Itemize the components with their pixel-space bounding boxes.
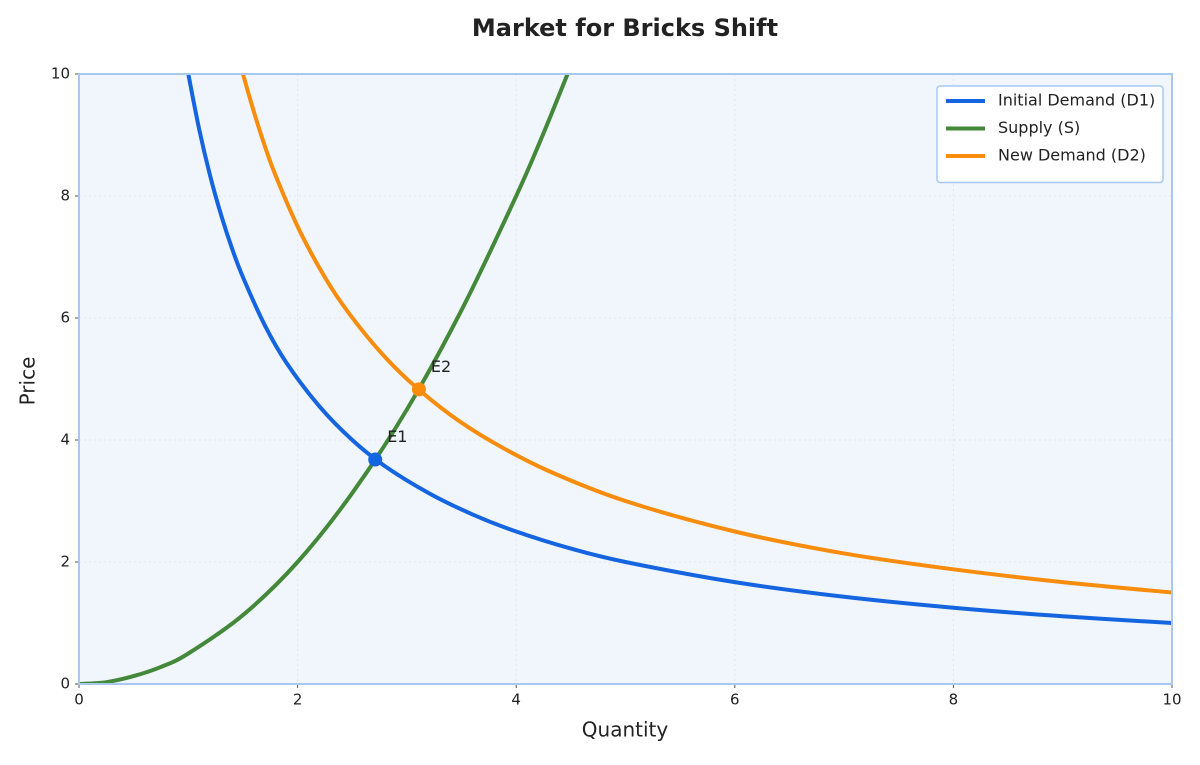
x-tick-label: 6: [730, 691, 740, 709]
legend-label: Initial Demand (D1): [998, 91, 1155, 110]
x-tick-label: 8: [949, 691, 959, 709]
point-label: E2: [431, 357, 451, 376]
y-tick-label: 4: [60, 431, 70, 449]
line-series: [186, 74, 1172, 625]
y-tick-label: 8: [60, 187, 70, 205]
line-series: [241, 74, 1172, 595]
y-axis-label: Price: [16, 357, 40, 406]
x-axis-label: Quantity: [582, 718, 669, 742]
x-tick-label: 2: [293, 691, 303, 709]
equilibrium-point: [368, 452, 383, 467]
legend-box: [936, 85, 1164, 184]
plot-border: [78, 73, 1173, 685]
y-tick-label: 6: [60, 309, 70, 327]
x-tick-label: 4: [511, 691, 521, 709]
y-tick-label: 10: [51, 65, 70, 83]
x-tick-label: 10: [1162, 691, 1181, 709]
x-tick-label: 0: [74, 691, 84, 709]
line-series: [79, 74, 570, 684]
point-label: E1: [387, 427, 407, 446]
chart-title: Market for Bricks Shift: [472, 14, 778, 42]
y-tick-label: 2: [60, 553, 70, 571]
y-tick-label: 0: [60, 675, 70, 693]
legend-label: Supply (S): [998, 118, 1080, 137]
equilibrium-point: [411, 382, 426, 397]
legend-label: New Demand (D2): [998, 146, 1146, 165]
